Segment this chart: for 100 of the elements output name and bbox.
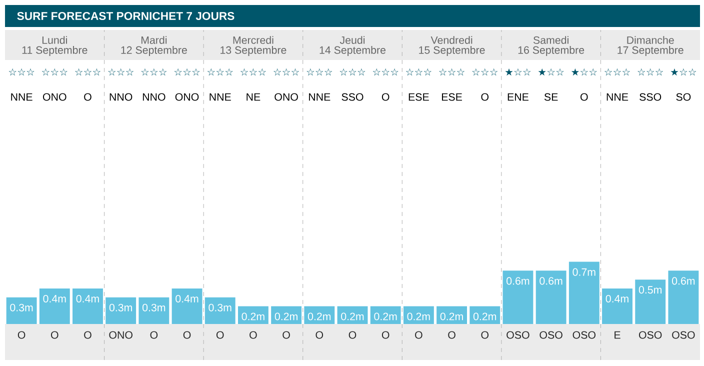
- x-tick-label: O: [382, 331, 390, 339]
- x-tick-label: O: [348, 331, 356, 339]
- text: ☆☆☆: [74, 68, 101, 76]
- text: O: [382, 93, 390, 101]
- text: NNE: [606, 93, 628, 101]
- text: Vendredi: [430, 36, 472, 44]
- text: O: [84, 93, 92, 101]
- x-tick-label: O: [183, 331, 191, 339]
- x-tick-label: ONO: [109, 331, 132, 339]
- text: NE: [246, 93, 260, 101]
- x-tick-label: OSO: [572, 331, 596, 339]
- bar: [635, 280, 666, 324]
- bar: [238, 306, 268, 324]
- text: ★☆☆: [538, 68, 564, 76]
- text: ESE: [408, 93, 429, 101]
- text: ☆☆☆: [372, 68, 398, 76]
- text: 14 Septembre: [320, 46, 386, 56]
- bar: [502, 270, 534, 324]
- data-label: 0.2m: [341, 312, 364, 320]
- text: ☆☆☆: [274, 68, 300, 76]
- text: SSO: [640, 93, 662, 101]
- bar: [271, 306, 302, 324]
- x-tick-label: O: [448, 331, 456, 339]
- x-tick-label: OSO: [506, 331, 530, 339]
- text: ONO: [175, 93, 199, 101]
- data-label: 0.7m: [572, 268, 596, 276]
- x-tick-label: O: [481, 331, 489, 339]
- bar: [470, 306, 500, 324]
- bar: [668, 270, 699, 324]
- text: O: [580, 93, 588, 101]
- text: ONO: [274, 93, 298, 101]
- data-label: 0.6m: [506, 277, 530, 285]
- text: Samedi: [533, 36, 568, 44]
- text: Dimanche: [627, 36, 674, 44]
- x-tick-label: E: [614, 331, 620, 339]
- bar: [138, 297, 170, 324]
- text: Mercredi: [233, 36, 274, 44]
- text: 15 Septembre: [419, 46, 485, 56]
- data-label: 0.2m: [473, 312, 496, 320]
- x-tick-label: O: [150, 331, 158, 339]
- data-label: 0.2m: [374, 312, 397, 320]
- bar: [370, 306, 401, 324]
- bar: [403, 306, 434, 324]
- text: SSO: [342, 93, 364, 101]
- data-label: 0.5m: [638, 286, 662, 294]
- text: O: [481, 93, 489, 101]
- text: NNE: [11, 93, 32, 101]
- data-label: 0.2m: [308, 312, 331, 320]
- bar: [6, 297, 37, 324]
- text: NNE: [309, 93, 330, 101]
- text: ☆☆☆: [340, 68, 366, 76]
- text: ★☆☆: [670, 68, 696, 76]
- text: ONO: [43, 93, 66, 101]
- text: ★☆☆: [505, 68, 531, 76]
- text: ☆☆☆: [406, 68, 432, 76]
- text: ☆☆☆: [8, 68, 34, 76]
- text: ☆☆☆: [604, 68, 630, 76]
- data-label: 0.4m: [76, 294, 99, 302]
- bar: [337, 306, 368, 324]
- x-tick-label: O: [84, 331, 92, 339]
- text: Mardi: [141, 36, 167, 44]
- data-label: 0.6m: [540, 277, 562, 285]
- text: ☆☆☆: [207, 68, 233, 76]
- bar: [172, 288, 202, 324]
- text: ☆☆☆: [240, 68, 266, 76]
- x-tick-label: OSO: [639, 331, 662, 339]
- x-tick-label: O: [316, 331, 324, 339]
- text: SE: [544, 93, 558, 101]
- data-label: 0.3m: [142, 304, 166, 312]
- bar: [72, 288, 103, 324]
- text: Lundi: [42, 36, 67, 44]
- data-label: 0.2m: [440, 312, 463, 320]
- chart-title: SURF FORECAST PORNICHET 7 JOURS: [17, 12, 234, 20]
- text: ☆☆☆: [638, 68, 664, 76]
- text: ☆☆☆: [108, 68, 134, 76]
- text: 13 Septembre: [220, 46, 286, 56]
- text: 17 Septembre: [618, 46, 684, 56]
- text: NNO: [110, 93, 132, 101]
- text: ☆☆☆: [174, 68, 200, 76]
- x-tick-label: O: [250, 331, 257, 339]
- data-label: 0.3m: [208, 304, 232, 312]
- text: ☆☆☆: [42, 68, 68, 76]
- text: ☆☆☆: [438, 68, 465, 76]
- bar: [304, 306, 335, 324]
- data-label: 0.3m: [10, 304, 33, 312]
- data-label: 0.2m: [274, 312, 298, 320]
- x-tick-label: OSO: [540, 331, 562, 339]
- data-label: 0.2m: [407, 312, 430, 320]
- x-tick-label: O: [51, 331, 58, 339]
- text: 11 Septembre: [22, 46, 88, 56]
- data-label: 0.4m: [606, 294, 628, 302]
- x-tick-label: O: [415, 331, 422, 339]
- text: Jeudi: [340, 36, 365, 44]
- text: 12 Septembre: [121, 46, 187, 56]
- data-label: 0.2m: [242, 312, 264, 320]
- text: ESE: [442, 93, 462, 101]
- x-tick-label: OSO: [672, 331, 695, 339]
- text: NNE: [210, 93, 231, 101]
- bar: [436, 306, 468, 324]
- bar: [204, 297, 236, 324]
